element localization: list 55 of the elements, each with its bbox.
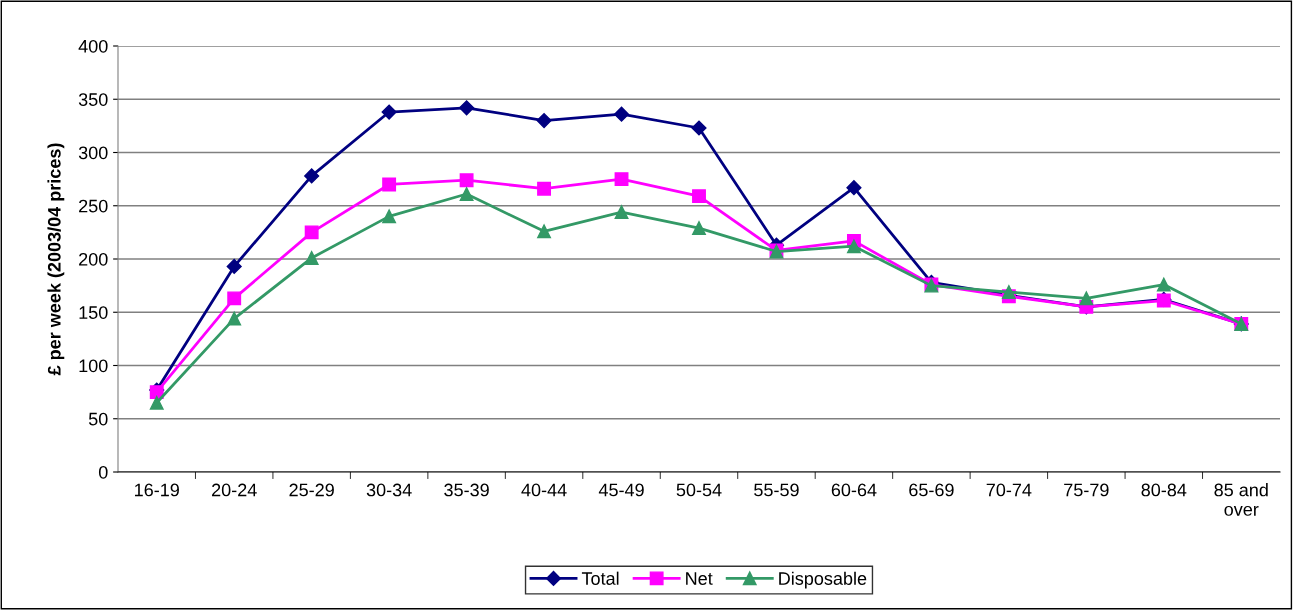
point [459,173,474,188]
point [613,106,630,122]
x-tick-label: 75-79 [1064,483,1109,497]
point [381,104,397,120]
y-axis-title: £ per week (2003/04 prices) [47,143,65,376]
point [1079,291,1094,306]
y-tick-label: 100 [79,359,108,373]
point [459,187,474,201]
x-tick-label: 80-84 [1141,483,1187,497]
y-tick-label: 0 [98,465,108,479]
y-tick-label: 200 [79,252,108,266]
legend-label: Net [686,572,713,585]
x-tick-label: 60-64 [831,483,877,497]
point [304,168,320,184]
y-tick-label: 150 [79,306,108,319]
x-tick-label: 20-24 [212,483,257,497]
x-tick-label: 30-34 [366,483,412,497]
point [227,291,242,306]
y-tick-label: 250 [79,199,108,213]
point [304,225,319,240]
x-tick-label: 70-74 [986,483,1032,497]
point [614,205,629,220]
y-tick-label: 400 [78,39,108,53]
point [846,239,861,254]
legend-label: Total [581,571,619,585]
point [846,180,862,196]
point [691,120,707,136]
x-tick-label: 40-44 [521,483,567,497]
x-tick-label: 35-39 [444,483,489,497]
x-tick-label: 45-49 [598,483,644,497]
y-tick-label: 350 [78,93,108,106]
point [149,395,164,410]
point [1156,277,1171,292]
x-tick-label: 50-54 [676,483,722,497]
point [227,311,242,326]
y-tick-label: 300 [78,146,108,160]
y-tick-label: 50 [88,412,108,426]
point [614,172,629,187]
point [226,258,242,275]
x-tick-label: 85 and over [1214,483,1268,516]
point [537,181,552,196]
point [382,209,397,224]
x-tick-label: 16-19 [135,483,179,497]
legend-label: Disposable [779,571,867,589]
x-tick-label: 65-69 [909,483,954,497]
x-tick-label: 55-59 [754,483,799,497]
point [1001,285,1016,299]
point [382,177,397,192]
point [304,250,319,265]
point [537,224,552,239]
point [692,221,706,236]
point [692,189,706,204]
point [536,112,552,129]
x-tick-label: 25-29 [289,483,334,497]
point [459,100,475,116]
